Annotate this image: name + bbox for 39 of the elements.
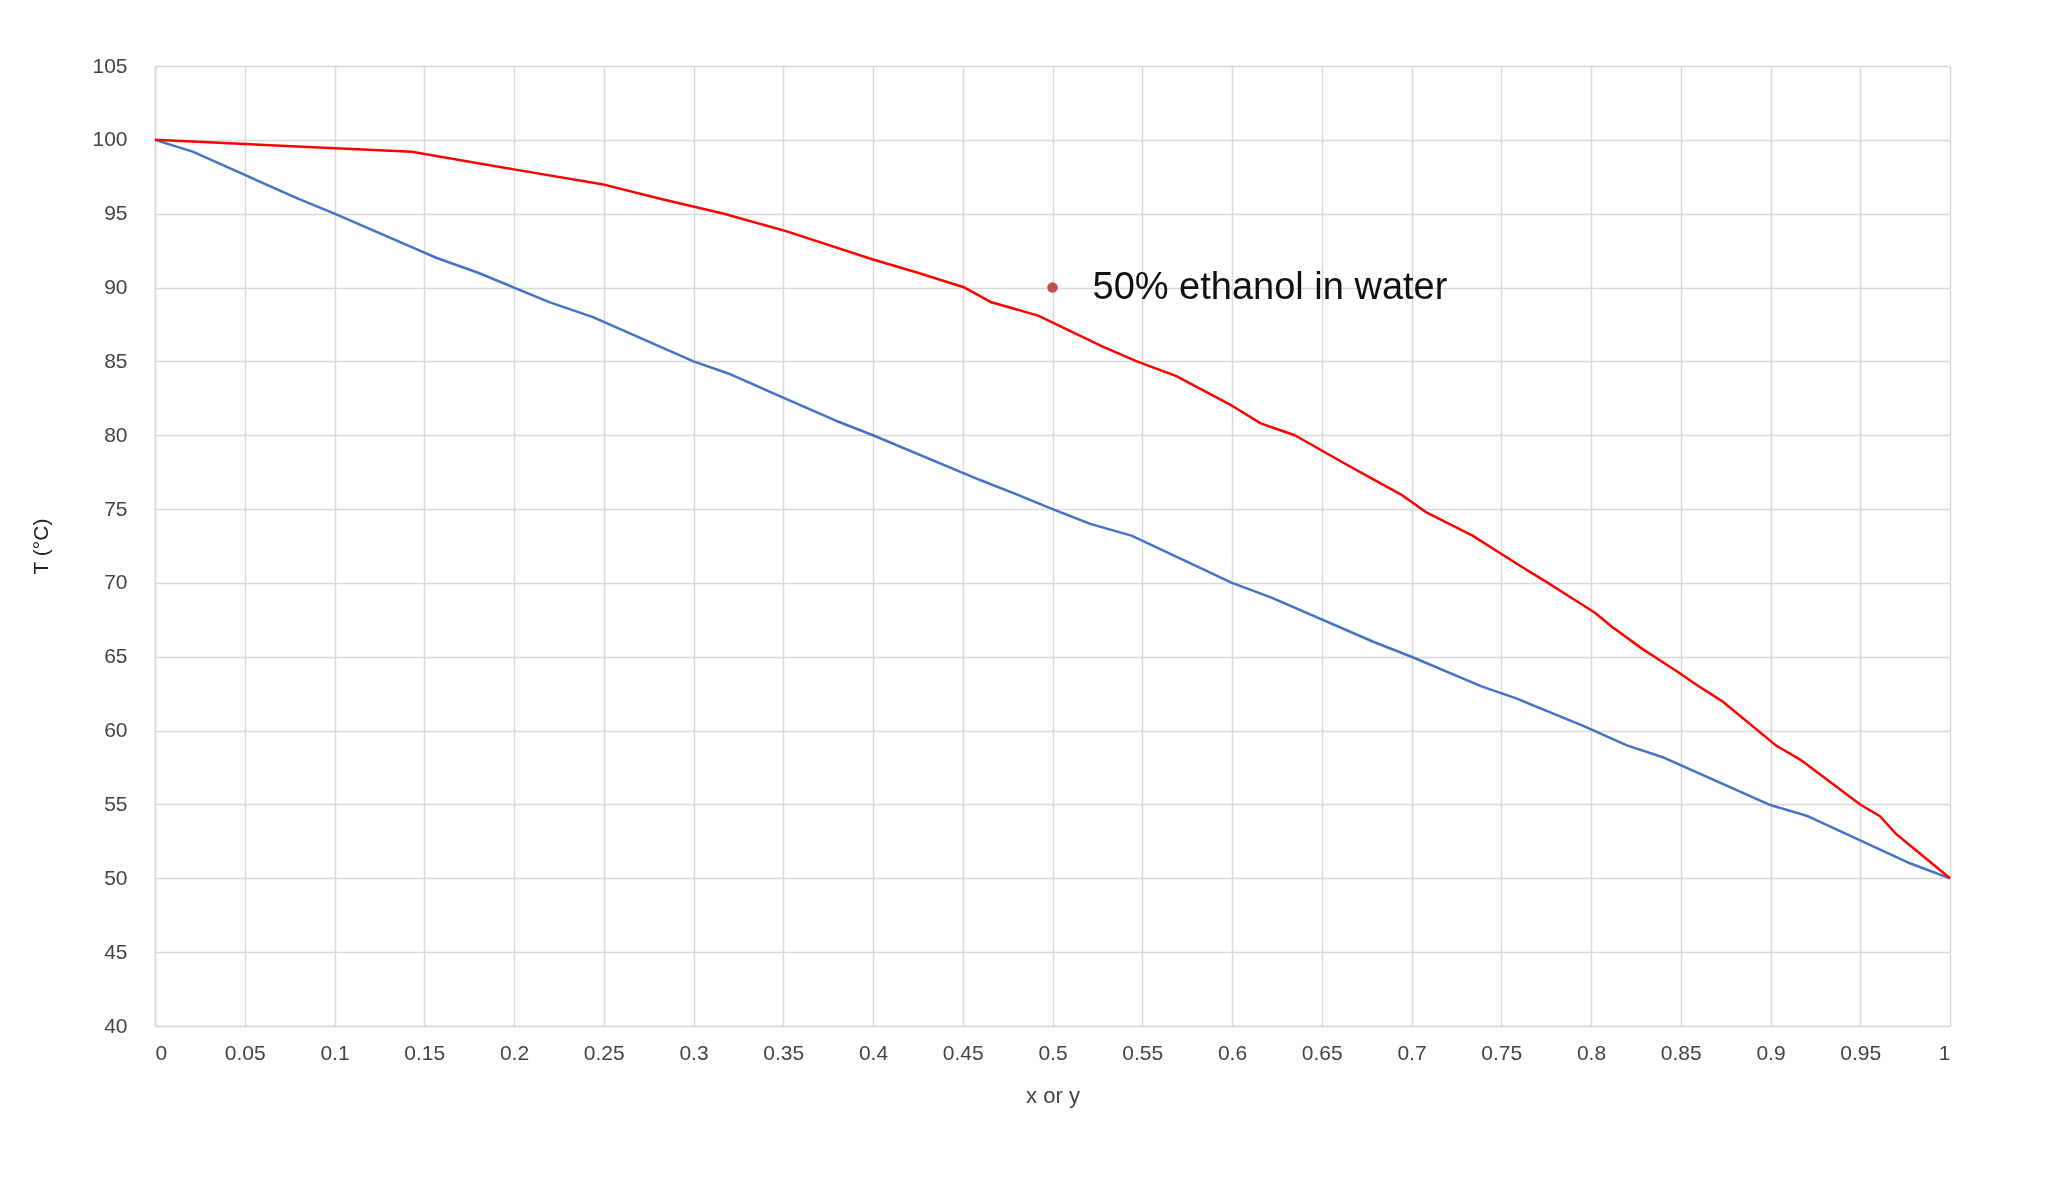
- x-tick-label: 0.95: [1840, 1040, 1882, 1064]
- x-tick-label: 0.35: [763, 1040, 805, 1064]
- y-tick-label: 105: [92, 53, 128, 77]
- y-tick-label: 80: [104, 422, 128, 446]
- x-tick-label: 0.5: [1038, 1040, 1068, 1064]
- line-series: [153, 138, 1952, 880]
- x-tick-label: 0.85: [1660, 1040, 1702, 1064]
- x-tick-label: 0.2: [499, 1040, 530, 1064]
- x-tick-label: 0.6: [1217, 1040, 1248, 1064]
- y-tick-label: 65: [104, 644, 128, 668]
- y-tick-label: 40: [104, 1013, 128, 1037]
- y-tick-label: 95: [104, 201, 128, 225]
- y-axis-title: T (°C): [29, 518, 53, 575]
- y-tick-label: 55: [104, 791, 128, 815]
- x-tick-label: 0.05: [224, 1040, 266, 1064]
- x-tick-label: 0.75: [1481, 1040, 1523, 1064]
- y-tick-label: 50: [104, 865, 128, 889]
- y-tick-label: 100: [92, 127, 128, 151]
- y-tick-label: 70: [104, 570, 128, 594]
- y-tick-label: 45: [104, 939, 128, 963]
- x-tick-label: 0.3: [679, 1040, 709, 1064]
- x-tick-label: 1: [1938, 1040, 1951, 1064]
- x-tick-label: 0.4: [858, 1040, 889, 1064]
- annotation: 50% ethanol in water: [1092, 264, 1448, 307]
- x-tick-label: 0.9: [1756, 1040, 1786, 1064]
- y-tick-label: 85: [104, 348, 128, 372]
- x-tick-label: 0.15: [404, 1040, 446, 1064]
- y-tick-label: 90: [104, 275, 128, 299]
- x-tick-label: 0.45: [942, 1040, 984, 1064]
- x-tick-label: 0.1: [320, 1040, 350, 1064]
- x-tick-label: 0.65: [1301, 1040, 1343, 1064]
- y-tick-label: 60: [104, 718, 128, 742]
- x-tick-label: 0: [155, 1040, 168, 1064]
- x-tick-label: 0.55: [1122, 1040, 1164, 1064]
- y-tick-label: 75: [104, 496, 128, 520]
- x-axis-title: x or y: [1026, 1082, 1080, 1108]
- x-tick-label: 0.8: [1576, 1040, 1607, 1064]
- x-tick-label: 0.7: [1397, 1040, 1427, 1064]
- x-tick-label: 0.25: [583, 1040, 625, 1064]
